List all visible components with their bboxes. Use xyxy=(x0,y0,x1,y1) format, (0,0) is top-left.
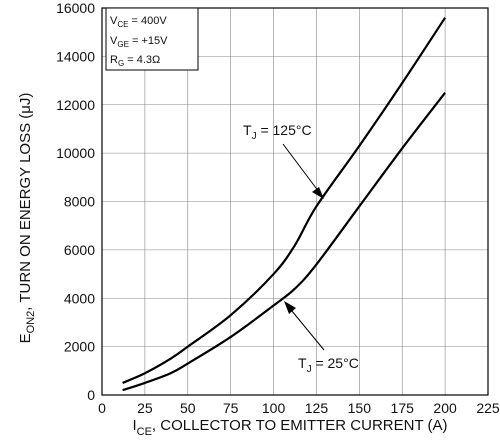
annotation-125c: TJ = 125°C xyxy=(243,122,324,199)
conditions-box: VCE = 400V VGE = +15V RG = 4.3Ω xyxy=(105,7,199,71)
x-tick-label: 50 xyxy=(180,400,196,416)
condition-rg: RG = 4.3Ω xyxy=(110,54,160,68)
x-axis-label: ICE, COLLECTOR TO EMITTER CURRENT (A) xyxy=(132,417,447,438)
x-tick-labels: 0 25 50 75 100 125 150 175 200 225 xyxy=(98,400,500,416)
conditions-box-frame xyxy=(105,7,199,71)
y-tick-label: 4000 xyxy=(64,290,95,306)
condition-vge: VGE = +15V xyxy=(110,35,168,49)
y-tick-label: 16000 xyxy=(56,0,95,16)
series-line-tj-125c xyxy=(122,17,447,384)
condition-vce: VCE = 400V xyxy=(110,15,167,29)
x-tick-label: 175 xyxy=(391,400,415,416)
y-tick-labels: 0 2000 4000 6000 8000 10000 12000 14000 16000 xyxy=(56,0,95,403)
y-tick-label: 0 xyxy=(87,387,95,403)
x-tick-label: 225 xyxy=(476,400,500,416)
series-layer xyxy=(122,17,447,392)
arrow-25c-head xyxy=(284,301,296,314)
series-line-tj-25c xyxy=(122,91,446,392)
label-tj-25c: TJ = 25°C xyxy=(298,355,359,375)
arrow-125c-head xyxy=(312,187,324,199)
y-tick-label: 12000 xyxy=(56,97,95,113)
y-tick-label: 10000 xyxy=(56,145,95,161)
x-tick-label: 200 xyxy=(433,400,457,416)
plot-frame xyxy=(101,7,489,396)
x-tick-label: 25 xyxy=(137,400,153,416)
annotation-25c: TJ = 25°C xyxy=(284,301,359,375)
y-axis-label: EON2, TURN ON ENERGY LOSS (μJ) xyxy=(17,93,37,344)
x-tick-label: 150 xyxy=(348,400,372,416)
grid-lines xyxy=(102,8,488,395)
y-tick-label: 2000 xyxy=(64,339,95,355)
x-tick-label: 125 xyxy=(305,400,329,416)
y-tick-label: 8000 xyxy=(64,194,95,210)
x-tick-label: 75 xyxy=(223,400,239,416)
arrow-125c-line xyxy=(282,143,323,197)
x-tick-label: 0 xyxy=(98,400,106,416)
x-tick-label: 100 xyxy=(262,400,286,416)
y-tick-label: 14000 xyxy=(56,48,95,64)
label-tj-125c: TJ = 125°C xyxy=(243,122,312,142)
y-tick-label: 6000 xyxy=(64,242,95,258)
arrow-25c-line xyxy=(286,304,325,351)
